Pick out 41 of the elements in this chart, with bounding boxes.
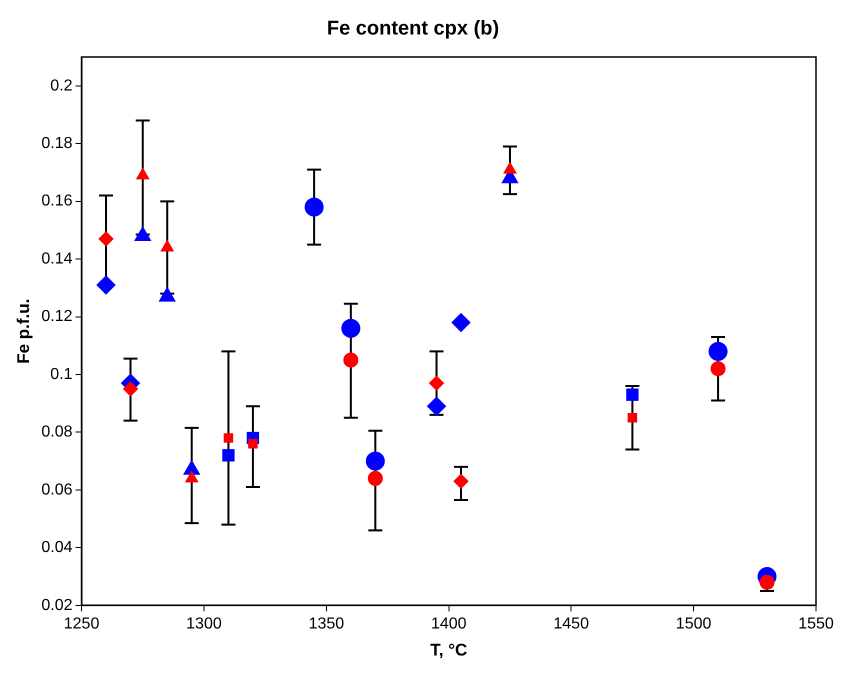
point bbox=[304, 198, 324, 217]
x-tick-label: 1300 bbox=[186, 615, 222, 632]
chart-title: Fe content cpx (b) bbox=[326, 18, 500, 40]
x-tick-label: 1500 bbox=[676, 615, 712, 632]
y-axis-title: Fe p.f.u. bbox=[14, 298, 33, 364]
y-tick-label: 0.06 bbox=[41, 481, 73, 498]
point bbox=[224, 433, 234, 443]
x-tick-label: 1550 bbox=[798, 615, 834, 632]
point bbox=[96, 276, 116, 295]
y-tick-label: 0.04 bbox=[41, 539, 73, 556]
point bbox=[222, 449, 235, 462]
point bbox=[366, 452, 385, 471]
point bbox=[710, 361, 726, 376]
y-tick-label: 0.18 bbox=[41, 134, 73, 152]
point bbox=[98, 231, 114, 246]
point bbox=[452, 313, 471, 332]
y-tick-label: 0.12 bbox=[41, 308, 73, 326]
point bbox=[368, 470, 383, 486]
y-tick-label: 0.2 bbox=[50, 77, 73, 94]
x-tick-label: 1450 bbox=[553, 615, 590, 632]
x-tick-label: 1350 bbox=[308, 615, 344, 632]
point bbox=[136, 168, 150, 180]
point bbox=[123, 381, 138, 396]
point bbox=[708, 342, 728, 361]
y-tick-label: 0.14 bbox=[41, 250, 73, 268]
x-axis-title: T, °C bbox=[430, 640, 468, 660]
point bbox=[626, 388, 639, 401]
x-tick-label: 1250 bbox=[64, 615, 100, 632]
y-tick-label: 0.08 bbox=[41, 424, 73, 441]
x-tick-label: 1400 bbox=[430, 615, 467, 632]
point bbox=[628, 413, 638, 423]
point bbox=[429, 376, 444, 391]
point bbox=[248, 439, 258, 449]
point bbox=[503, 162, 517, 174]
point bbox=[343, 352, 358, 368]
point bbox=[341, 318, 360, 338]
y-tick-label: 0.02 bbox=[41, 596, 73, 614]
y-tick-label: 0.1 bbox=[50, 366, 73, 383]
point bbox=[454, 474, 469, 489]
point bbox=[427, 396, 446, 416]
y-tick-label: 0.16 bbox=[41, 192, 73, 210]
